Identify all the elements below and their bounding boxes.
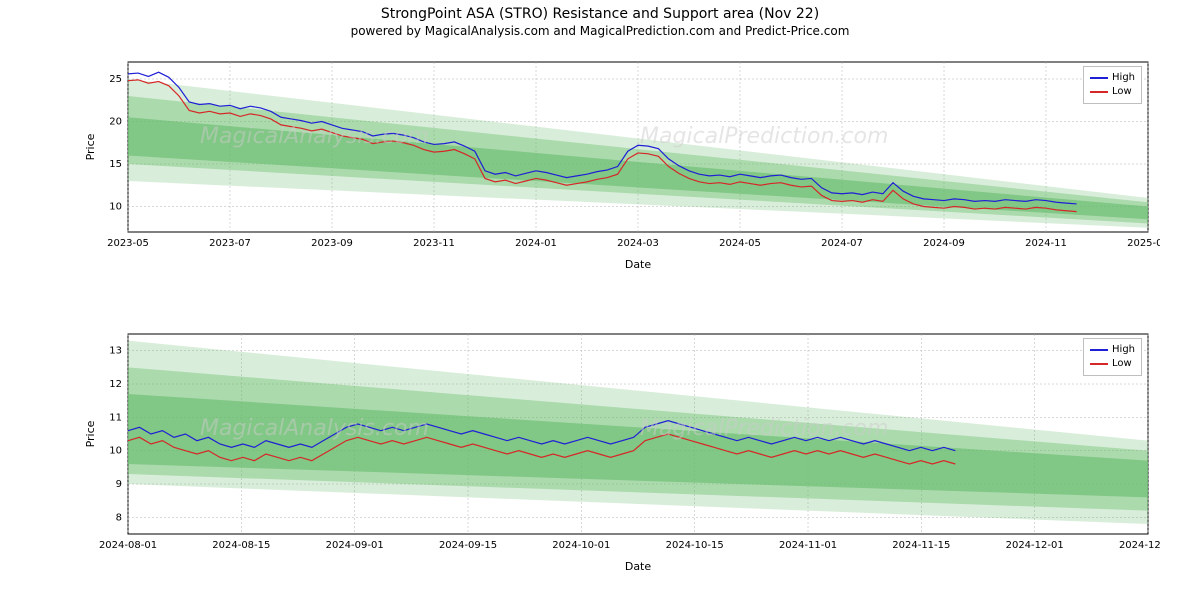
legend-label-low-b: Low bbox=[1112, 357, 1132, 371]
svg-text:2024-11-15: 2024-11-15 bbox=[892, 540, 950, 551]
legend-label-high: High bbox=[1112, 71, 1135, 85]
chart-container: StrongPoint ASA (STRO) Resistance and Su… bbox=[0, 6, 1200, 606]
legend-item-low: Low bbox=[1090, 85, 1135, 99]
svg-text:Price: Price bbox=[84, 133, 97, 160]
svg-text:Date: Date bbox=[625, 560, 652, 573]
svg-text:2024-09-15: 2024-09-15 bbox=[439, 540, 497, 551]
top-chart-panel: 10 15 20 25 2023-05 2023-07 2023-09 2023-11 2024… bbox=[80, 54, 1160, 274]
legend-swatch-high bbox=[1090, 77, 1108, 79]
svg-text:2024-11: 2024-11 bbox=[1025, 238, 1067, 249]
svg-text:2024-10-01: 2024-10-01 bbox=[552, 540, 610, 551]
svg-text:8: 8 bbox=[116, 512, 122, 523]
legend-swatch-high-b bbox=[1090, 349, 1108, 351]
legend-swatch-low bbox=[1090, 91, 1108, 93]
legend-swatch-low-b bbox=[1090, 363, 1108, 365]
legend-label-high-b: High bbox=[1112, 343, 1135, 357]
svg-text:2024-11-01: 2024-11-01 bbox=[779, 540, 837, 551]
svg-text:2024-09: 2024-09 bbox=[923, 238, 965, 249]
svg-text:2024-10-15: 2024-10-15 bbox=[666, 540, 724, 551]
svg-text:15: 15 bbox=[109, 159, 122, 170]
legend-item-high-b: High bbox=[1090, 343, 1135, 357]
svg-text:20: 20 bbox=[109, 117, 122, 128]
svg-text:2023-09: 2023-09 bbox=[311, 238, 353, 249]
top-legend: High Low bbox=[1083, 66, 1142, 104]
svg-text:2024-09-01: 2024-09-01 bbox=[326, 540, 384, 551]
bottom-chart-panel: 8 9 10 11 12 13 2024-08-01 2024-08-15 2024-09-01… bbox=[80, 326, 1160, 576]
top-chart-svg: 10 15 20 25 2023-05 2023-07 2023-09 2023-11 2024… bbox=[80, 54, 1160, 274]
svg-text:9: 9 bbox=[116, 479, 122, 490]
svg-text:2024-12-15: 2024-12-15 bbox=[1119, 540, 1160, 551]
svg-text:12: 12 bbox=[109, 379, 122, 390]
svg-text:2025-01: 2025-01 bbox=[1127, 238, 1160, 249]
legend-item-low-b: Low bbox=[1090, 357, 1135, 371]
bottom-legend: High Low bbox=[1083, 338, 1142, 376]
sub-title: powered by MagicalAnalysis.com and Magic… bbox=[0, 24, 1200, 38]
svg-text:Date: Date bbox=[625, 258, 652, 271]
svg-text:2023-05: 2023-05 bbox=[107, 238, 149, 249]
svg-text:25: 25 bbox=[109, 74, 122, 85]
svg-text:10: 10 bbox=[109, 446, 122, 457]
svg-text:10: 10 bbox=[109, 202, 122, 213]
svg-text:2024-08-01: 2024-08-01 bbox=[99, 540, 157, 551]
svg-text:2024-01: 2024-01 bbox=[515, 238, 557, 249]
legend-label-low: Low bbox=[1112, 85, 1132, 99]
svg-text:2024-07: 2024-07 bbox=[821, 238, 863, 249]
svg-text:Price: Price bbox=[84, 420, 97, 447]
svg-text:2023-07: 2023-07 bbox=[209, 238, 251, 249]
svg-text:2024-08-15: 2024-08-15 bbox=[212, 540, 270, 551]
svg-text:2024-12-01: 2024-12-01 bbox=[1006, 540, 1064, 551]
svg-text:13: 13 bbox=[109, 346, 122, 357]
svg-text:11: 11 bbox=[109, 412, 122, 423]
svg-text:2023-11: 2023-11 bbox=[413, 238, 455, 249]
main-title: StrongPoint ASA (STRO) Resistance and Su… bbox=[0, 6, 1200, 22]
legend-item-high: High bbox=[1090, 71, 1135, 85]
bottom-chart-svg: 8 9 10 11 12 13 2024-08-01 2024-08-15 2024-09-01… bbox=[80, 326, 1160, 576]
svg-text:2024-03: 2024-03 bbox=[617, 238, 659, 249]
svg-text:2024-05: 2024-05 bbox=[719, 238, 761, 249]
